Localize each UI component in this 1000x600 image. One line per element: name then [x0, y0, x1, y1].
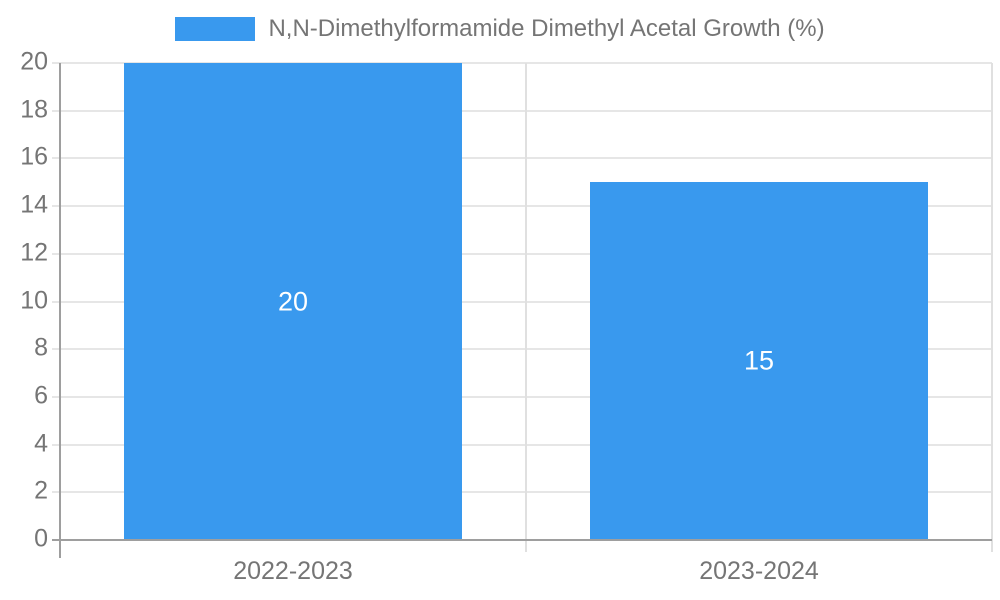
gridline — [52, 395, 992, 398]
y-axis-line — [59, 63, 61, 558]
y-tick-label: 4 — [34, 428, 48, 457]
plot-right-border — [991, 63, 993, 552]
x-tick-label: 2023-2024 — [699, 557, 819, 585]
gridline — [52, 300, 992, 303]
y-tick-label: 2 — [34, 476, 48, 505]
bar-2022-2023 — [124, 63, 462, 540]
bar-value-label: 20 — [277, 286, 309, 316]
y-tick-label: 6 — [34, 381, 48, 410]
y-tick-label: 10 — [20, 285, 48, 314]
gridline — [52, 252, 992, 255]
y-tick-label: 20 — [20, 47, 48, 76]
x-tick-label: 2022-2023 — [233, 557, 353, 585]
legend[interactable]: N,N-Dimethylformamide Dimethyl Acetal Gr… — [0, 15, 1000, 43]
legend-swatch — [175, 17, 256, 41]
y-tick-label: 18 — [20, 95, 48, 124]
bar-2023-2024 — [590, 182, 928, 540]
gridline — [52, 491, 992, 494]
gridline — [52, 443, 992, 446]
gridline — [52, 62, 992, 64]
gridline — [52, 109, 992, 112]
y-tick-label: 12 — [20, 238, 48, 267]
y-tick-label: 16 — [20, 142, 48, 171]
y-tick-label: 8 — [34, 333, 48, 362]
legend-label: N,N-Dimethylformamide Dimethyl Acetal Gr… — [268, 15, 825, 42]
gridline — [52, 157, 992, 160]
y-tick-label: 0 — [34, 524, 48, 553]
bar-value-label: 15 — [743, 345, 775, 376]
category-separator — [525, 63, 527, 552]
y-tick-label: 14 — [20, 190, 48, 219]
gridline — [52, 348, 992, 351]
gridline — [52, 205, 992, 208]
x-axis-line — [52, 539, 992, 541]
